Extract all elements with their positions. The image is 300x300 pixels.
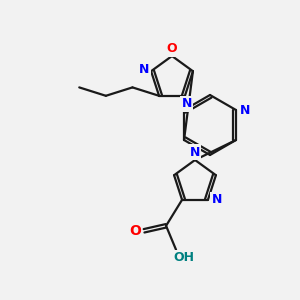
Text: O: O	[129, 224, 141, 238]
Text: OH: OH	[174, 251, 195, 264]
Text: N: N	[182, 97, 192, 110]
Text: N: N	[139, 63, 149, 76]
Text: N: N	[190, 146, 200, 158]
Text: N: N	[212, 193, 222, 206]
Text: N: N	[240, 103, 250, 116]
Text: O: O	[167, 43, 177, 56]
